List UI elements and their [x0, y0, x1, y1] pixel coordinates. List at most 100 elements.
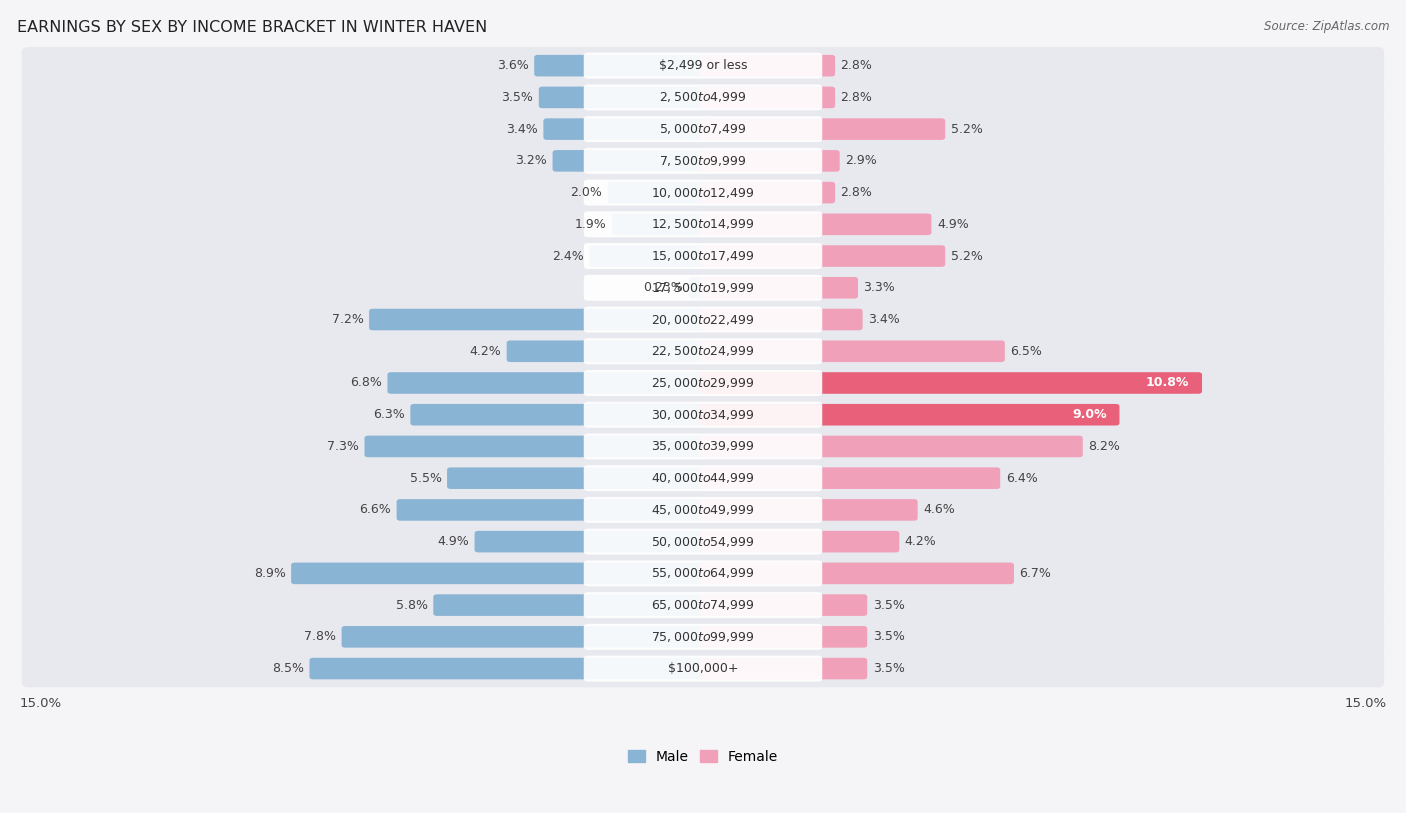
- Text: 3.5%: 3.5%: [873, 598, 904, 611]
- FancyBboxPatch shape: [699, 309, 863, 330]
- FancyBboxPatch shape: [607, 182, 707, 203]
- Text: $7,500 to $9,999: $7,500 to $9,999: [659, 154, 747, 167]
- Text: EARNINGS BY SEX BY INCOME BRACKET IN WINTER HAVEN: EARNINGS BY SEX BY INCOME BRACKET IN WIN…: [17, 20, 486, 35]
- FancyBboxPatch shape: [699, 404, 1119, 425]
- FancyBboxPatch shape: [689, 277, 707, 298]
- Text: 3.3%: 3.3%: [863, 281, 896, 294]
- FancyBboxPatch shape: [583, 402, 823, 428]
- Text: 2.0%: 2.0%: [571, 186, 602, 199]
- Text: $45,000 to $49,999: $45,000 to $49,999: [651, 503, 755, 517]
- Text: $50,000 to $54,999: $50,000 to $54,999: [651, 535, 755, 549]
- FancyBboxPatch shape: [22, 269, 1384, 307]
- FancyBboxPatch shape: [699, 119, 945, 140]
- Text: 3.5%: 3.5%: [873, 630, 904, 643]
- FancyBboxPatch shape: [22, 428, 1384, 465]
- Text: 2.4%: 2.4%: [553, 250, 583, 263]
- Text: $75,000 to $99,999: $75,000 to $99,999: [651, 630, 755, 644]
- FancyBboxPatch shape: [22, 206, 1384, 243]
- Text: 5.2%: 5.2%: [950, 250, 983, 263]
- Text: 6.6%: 6.6%: [360, 503, 391, 516]
- Text: 6.8%: 6.8%: [350, 376, 382, 389]
- Text: 6.4%: 6.4%: [1005, 472, 1038, 485]
- Text: 3.5%: 3.5%: [502, 91, 533, 104]
- Text: 7.8%: 7.8%: [304, 630, 336, 643]
- Text: 4.2%: 4.2%: [905, 535, 936, 548]
- FancyBboxPatch shape: [22, 459, 1384, 497]
- FancyBboxPatch shape: [22, 491, 1384, 528]
- Text: $22,500 to $24,999: $22,500 to $24,999: [651, 344, 755, 359]
- Text: 2.8%: 2.8%: [841, 59, 873, 72]
- Text: $10,000 to $12,499: $10,000 to $12,499: [651, 185, 755, 200]
- Text: 6.3%: 6.3%: [373, 408, 405, 421]
- Text: 8.9%: 8.9%: [253, 567, 285, 580]
- Text: 15.0%: 15.0%: [1344, 697, 1386, 710]
- FancyBboxPatch shape: [699, 499, 918, 520]
- Text: 1.9%: 1.9%: [575, 218, 606, 231]
- FancyBboxPatch shape: [534, 55, 707, 76]
- FancyBboxPatch shape: [699, 594, 868, 616]
- FancyBboxPatch shape: [583, 85, 823, 111]
- FancyBboxPatch shape: [699, 467, 1000, 489]
- Text: 8.5%: 8.5%: [271, 662, 304, 675]
- FancyBboxPatch shape: [309, 658, 707, 680]
- FancyBboxPatch shape: [583, 433, 823, 459]
- Text: 3.5%: 3.5%: [873, 662, 904, 675]
- FancyBboxPatch shape: [22, 554, 1384, 592]
- FancyBboxPatch shape: [699, 277, 858, 298]
- Text: $100,000+: $100,000+: [668, 662, 738, 675]
- FancyBboxPatch shape: [291, 563, 707, 585]
- Text: 4.9%: 4.9%: [936, 218, 969, 231]
- FancyBboxPatch shape: [583, 148, 823, 174]
- FancyBboxPatch shape: [22, 364, 1384, 402]
- FancyBboxPatch shape: [583, 465, 823, 491]
- FancyBboxPatch shape: [538, 87, 707, 108]
- Text: $17,500 to $19,999: $17,500 to $19,999: [651, 280, 755, 295]
- FancyBboxPatch shape: [699, 87, 835, 108]
- FancyBboxPatch shape: [699, 182, 835, 203]
- Legend: Male, Female: Male, Female: [623, 745, 783, 770]
- FancyBboxPatch shape: [475, 531, 707, 553]
- Text: $40,000 to $44,999: $40,000 to $44,999: [651, 472, 755, 485]
- FancyBboxPatch shape: [22, 301, 1384, 338]
- FancyBboxPatch shape: [583, 338, 823, 364]
- Text: 3.2%: 3.2%: [516, 154, 547, 167]
- Text: 2.9%: 2.9%: [845, 154, 877, 167]
- Text: 4.9%: 4.9%: [437, 535, 470, 548]
- FancyBboxPatch shape: [22, 47, 1384, 85]
- FancyBboxPatch shape: [342, 626, 707, 648]
- Text: 5.5%: 5.5%: [409, 472, 441, 485]
- FancyBboxPatch shape: [699, 214, 931, 235]
- Text: 3.6%: 3.6%: [496, 59, 529, 72]
- FancyBboxPatch shape: [699, 246, 945, 267]
- FancyBboxPatch shape: [22, 333, 1384, 370]
- FancyBboxPatch shape: [22, 111, 1384, 148]
- FancyBboxPatch shape: [612, 214, 707, 235]
- Text: 7.2%: 7.2%: [332, 313, 364, 326]
- FancyBboxPatch shape: [583, 370, 823, 396]
- FancyBboxPatch shape: [22, 618, 1384, 655]
- FancyBboxPatch shape: [583, 211, 823, 237]
- Text: $55,000 to $64,999: $55,000 to $64,999: [651, 567, 755, 580]
- Text: 5.8%: 5.8%: [396, 598, 427, 611]
- Text: Source: ZipAtlas.com: Source: ZipAtlas.com: [1264, 20, 1389, 33]
- FancyBboxPatch shape: [589, 246, 707, 267]
- FancyBboxPatch shape: [699, 436, 1083, 457]
- FancyBboxPatch shape: [543, 119, 707, 140]
- FancyBboxPatch shape: [433, 594, 707, 616]
- FancyBboxPatch shape: [583, 560, 823, 586]
- FancyBboxPatch shape: [411, 404, 707, 425]
- FancyBboxPatch shape: [699, 341, 1005, 362]
- FancyBboxPatch shape: [583, 180, 823, 206]
- FancyBboxPatch shape: [370, 309, 707, 330]
- Text: 8.2%: 8.2%: [1088, 440, 1121, 453]
- FancyBboxPatch shape: [583, 655, 823, 681]
- FancyBboxPatch shape: [388, 372, 707, 393]
- Text: 9.0%: 9.0%: [1071, 408, 1107, 421]
- Text: $2,499 or less: $2,499 or less: [659, 59, 747, 72]
- FancyBboxPatch shape: [22, 79, 1384, 116]
- FancyBboxPatch shape: [447, 467, 707, 489]
- Text: 5.2%: 5.2%: [950, 123, 983, 136]
- FancyBboxPatch shape: [699, 150, 839, 172]
- Text: 10.8%: 10.8%: [1146, 376, 1189, 389]
- Text: 3.4%: 3.4%: [506, 123, 538, 136]
